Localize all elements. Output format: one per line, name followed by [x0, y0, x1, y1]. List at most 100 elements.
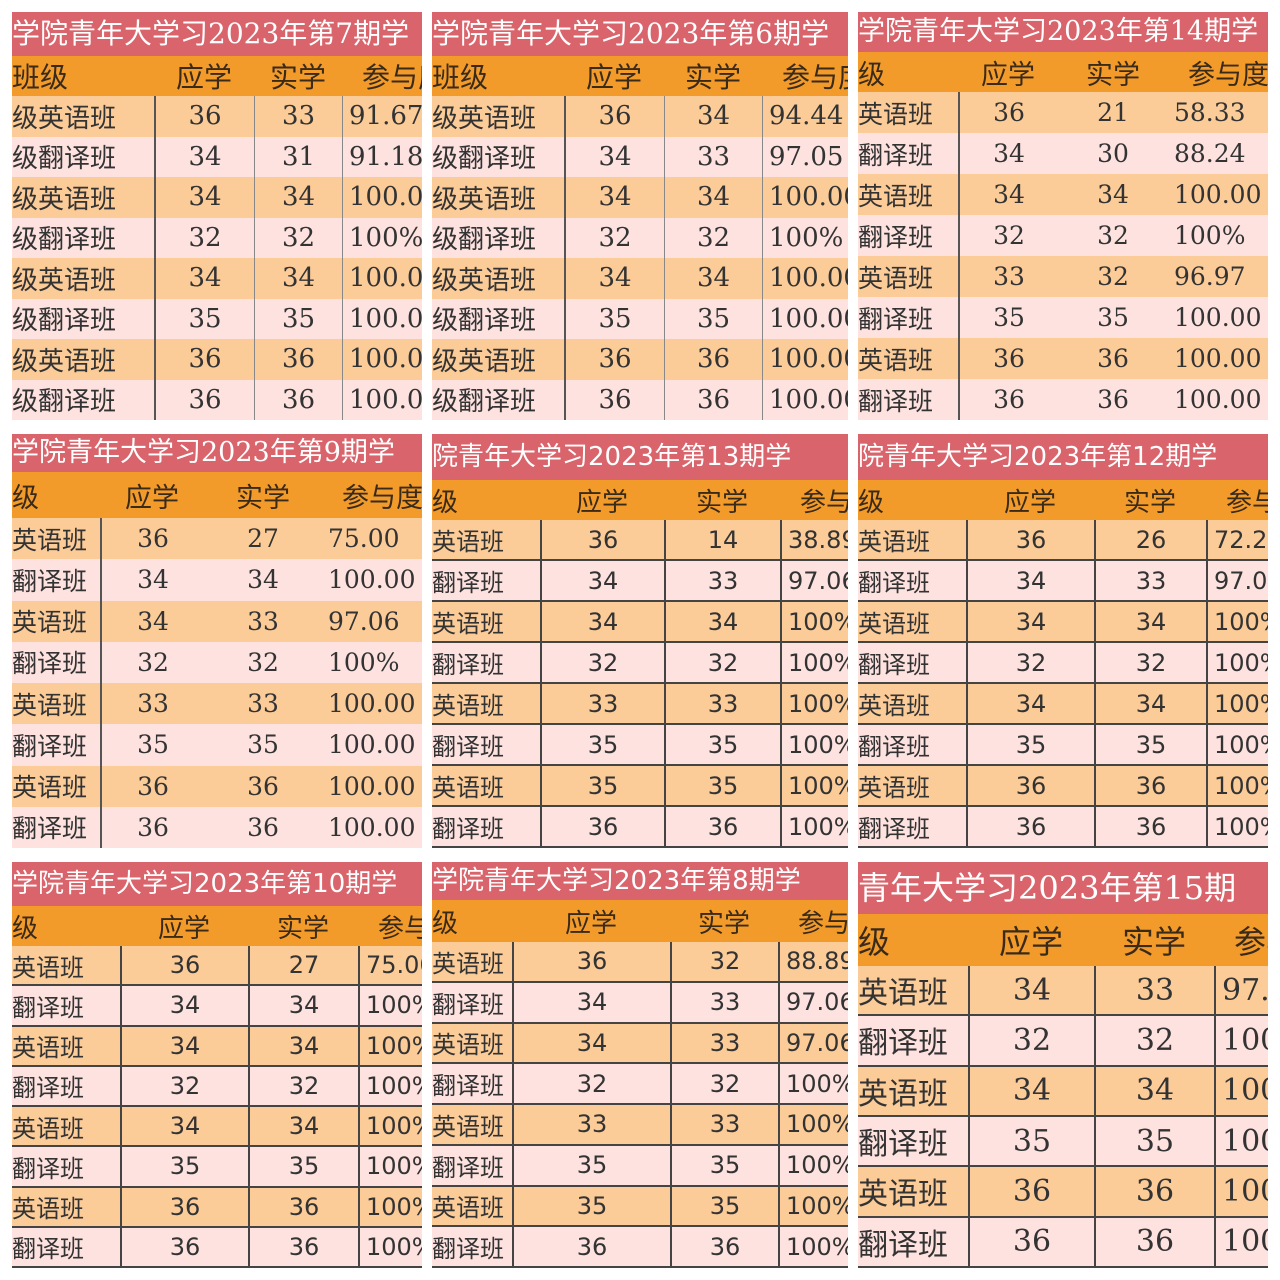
rate-cell: 100% — [778, 1105, 848, 1144]
column-header: 应学 — [998, 923, 1063, 961]
class-name-cell: 级翻译班 — [12, 306, 117, 337]
actual-cell: 34 — [1094, 684, 1206, 723]
expected-cell: 34 — [968, 1066, 1094, 1115]
expected-cell: 36 — [100, 765, 204, 807]
column-header: 应学 — [564, 908, 617, 939]
table-row: 翻译班 35 35 100.00 — [12, 724, 422, 766]
actual-cell: 34 — [254, 177, 342, 218]
rate-cell: 100% — [780, 602, 848, 641]
rate-cell: 97.06 — [328, 606, 400, 636]
class-name-cell: 翻译班 — [858, 815, 930, 843]
rate-cell: 100.00 — [1174, 180, 1262, 209]
actual-cell: 36 — [248, 1187, 358, 1226]
table-header-row: 班级 应学 实学 参与度 — [432, 56, 848, 96]
expected-cell: 36 — [564, 96, 664, 137]
class-name-cell: 翻译班 — [12, 1235, 84, 1264]
expected-cell: 34 — [120, 1026, 248, 1065]
actual-cell: 34 — [248, 1107, 358, 1146]
expected-cell: 34 — [512, 1023, 670, 1063]
actual-cell: 14 — [664, 520, 780, 559]
class-name-cell: 英语班 — [858, 263, 934, 293]
rate-cell: 100% — [780, 766, 848, 805]
class-name-cell: 级翻译班 — [432, 387, 537, 418]
class-name-cell: 英语班 — [12, 773, 88, 803]
rate-cell: 75.00 — [328, 524, 400, 554]
actual-cell: 30 — [1097, 139, 1129, 168]
actual-cell: 34 — [664, 96, 762, 137]
class-name-cell: 翻译班 — [432, 815, 504, 843]
table-header-row: 班级 应学 实学 参与度 — [12, 56, 422, 96]
participation-table-6: 院青年大学习2023年第12期学级应学实学参与度英语班362672.22翻译班3… — [858, 434, 1268, 848]
rate-cell: 100% — [778, 1064, 848, 1103]
expected-cell: 35 — [540, 725, 664, 764]
rate-cell: 100% — [358, 986, 422, 1025]
column-header: 应学 — [157, 913, 210, 944]
table-title: 院青年大学习2023年第13期学 — [432, 434, 848, 480]
actual-cell: 32 — [664, 217, 762, 258]
actual-cell: 36 — [247, 812, 279, 842]
actual-cell: 33 — [1094, 966, 1214, 1015]
expected-cell: 35 — [958, 297, 1058, 338]
expected-cell: 35 — [154, 298, 254, 339]
column-header: 级 — [858, 59, 885, 91]
expected-cell: 35 — [564, 298, 664, 339]
rate-cell: 100.00 — [342, 258, 422, 299]
expected-cell: 34 — [120, 986, 248, 1025]
table-header-row: 级 应学 实学 参与度 — [432, 480, 848, 520]
actual-cell: 32 — [1097, 221, 1129, 250]
participation-table-5: 院青年大学习2023年第13期学级应学实学参与度英语班361438.89翻译班3… — [432, 434, 848, 848]
actual-cell: 34 — [254, 258, 342, 299]
actual-cell: 33 — [247, 689, 279, 719]
rate-cell: 100.00 — [342, 177, 422, 218]
class-name-cell: 级翻译班 — [432, 306, 537, 337]
class-name-cell: 翻译班 — [432, 1072, 504, 1101]
column-header: 级 — [432, 908, 459, 939]
actual-cell: 34 — [1097, 180, 1129, 209]
class-name-cell: 翻译班 — [432, 733, 504, 761]
table-row: 级翻译班 34 31 91.18 — [12, 136, 422, 177]
expected-cell: 33 — [540, 684, 664, 723]
actual-cell: 35 — [248, 1147, 358, 1186]
rate-cell: 94.44 — [762, 96, 848, 137]
actual-cell: 36 — [1097, 385, 1129, 414]
class-name-cell: 英语班 — [432, 610, 504, 638]
rate-cell: 88.24 — [1174, 139, 1246, 168]
expected-cell: 32 — [968, 1016, 1094, 1065]
class-name-cell: 翻译班 — [858, 222, 934, 252]
actual-cell: 36 — [664, 807, 780, 846]
column-header: 参与度 — [1226, 487, 1268, 518]
expected-cell: 33 — [958, 256, 1058, 297]
actual-cell: 34 — [248, 1026, 358, 1065]
rate-cell: 100% — [780, 684, 848, 723]
actual-cell: 36 — [1094, 1217, 1214, 1266]
expected-cell: 34 — [154, 136, 254, 177]
expected-cell: 34 — [968, 966, 1094, 1015]
column-header: 实学 — [1086, 59, 1140, 91]
expected-cell: 32 — [512, 1064, 670, 1103]
rate-cell: 100% — [358, 1026, 422, 1065]
table-title: 学院青年大学习2023年第10期学 — [12, 862, 422, 906]
class-name-cell: 英语班 — [858, 610, 930, 638]
class-name-cell: 英语班 — [858, 1177, 948, 1213]
column-header: 级 — [858, 487, 885, 518]
actual-cell: 36 — [1094, 807, 1206, 846]
table-title: 青年大学习2023年第15期 — [858, 862, 1268, 914]
expected-cell: 32 — [540, 643, 664, 682]
table-title: 学院青年大学习2023年第9期学 — [12, 434, 422, 472]
class-name-cell: 英语班 — [858, 692, 930, 720]
expected-cell: 35 — [540, 766, 664, 805]
